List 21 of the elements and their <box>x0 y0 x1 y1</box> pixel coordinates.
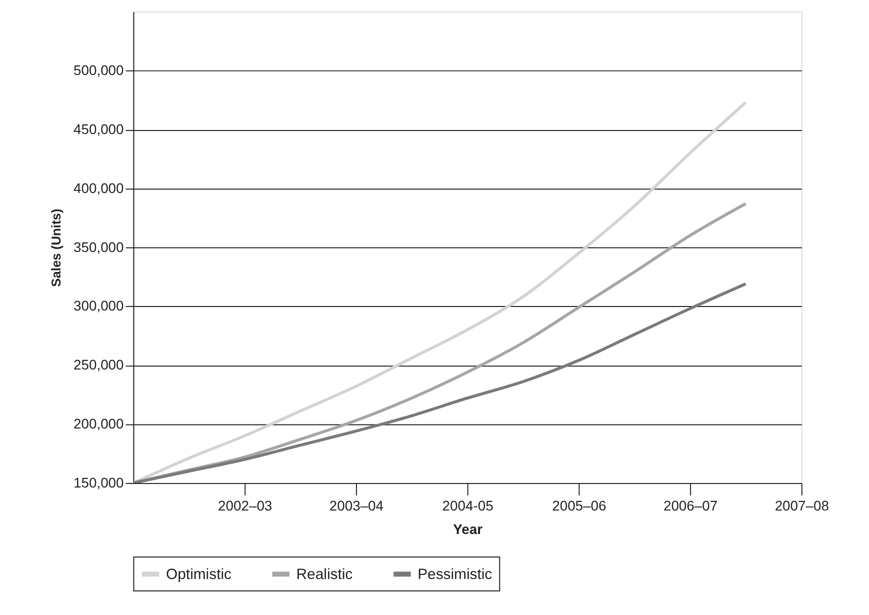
x-tick-label: 2004-05 <box>442 497 494 514</box>
y-tick-label: 150,000 <box>74 474 124 490</box>
x-tick-label: 2006–07 <box>663 497 718 514</box>
y-tick-label: 250,000 <box>74 356 124 373</box>
legend-label: Pessimistic <box>418 567 493 584</box>
y-tick-label: 400,000 <box>74 180 124 196</box>
y-tick-label: 300,000 <box>74 298 124 314</box>
x-axis-title: Year <box>453 521 484 538</box>
line-series <box>133 282 748 483</box>
legend-label: Optimistic <box>166 567 232 584</box>
y-tick-label: 450,000 <box>74 120 124 137</box>
y-tick-label: 500,000 <box>74 62 124 78</box>
x-tick-label: 2005–06 <box>552 497 606 514</box>
y-tick-label: 350,000 <box>74 238 124 255</box>
x-tick-label: 2007–08 <box>774 497 830 514</box>
x-tick-label: 2002–03 <box>218 497 272 514</box>
y-axis-title: Sales (Units) <box>48 208 64 287</box>
x-tick-label: 2003–04 <box>329 497 384 514</box>
y-tick-label: 200,000 <box>74 416 124 432</box>
line-series <box>133 100 748 483</box>
legend-label: Realistic <box>296 567 354 584</box>
